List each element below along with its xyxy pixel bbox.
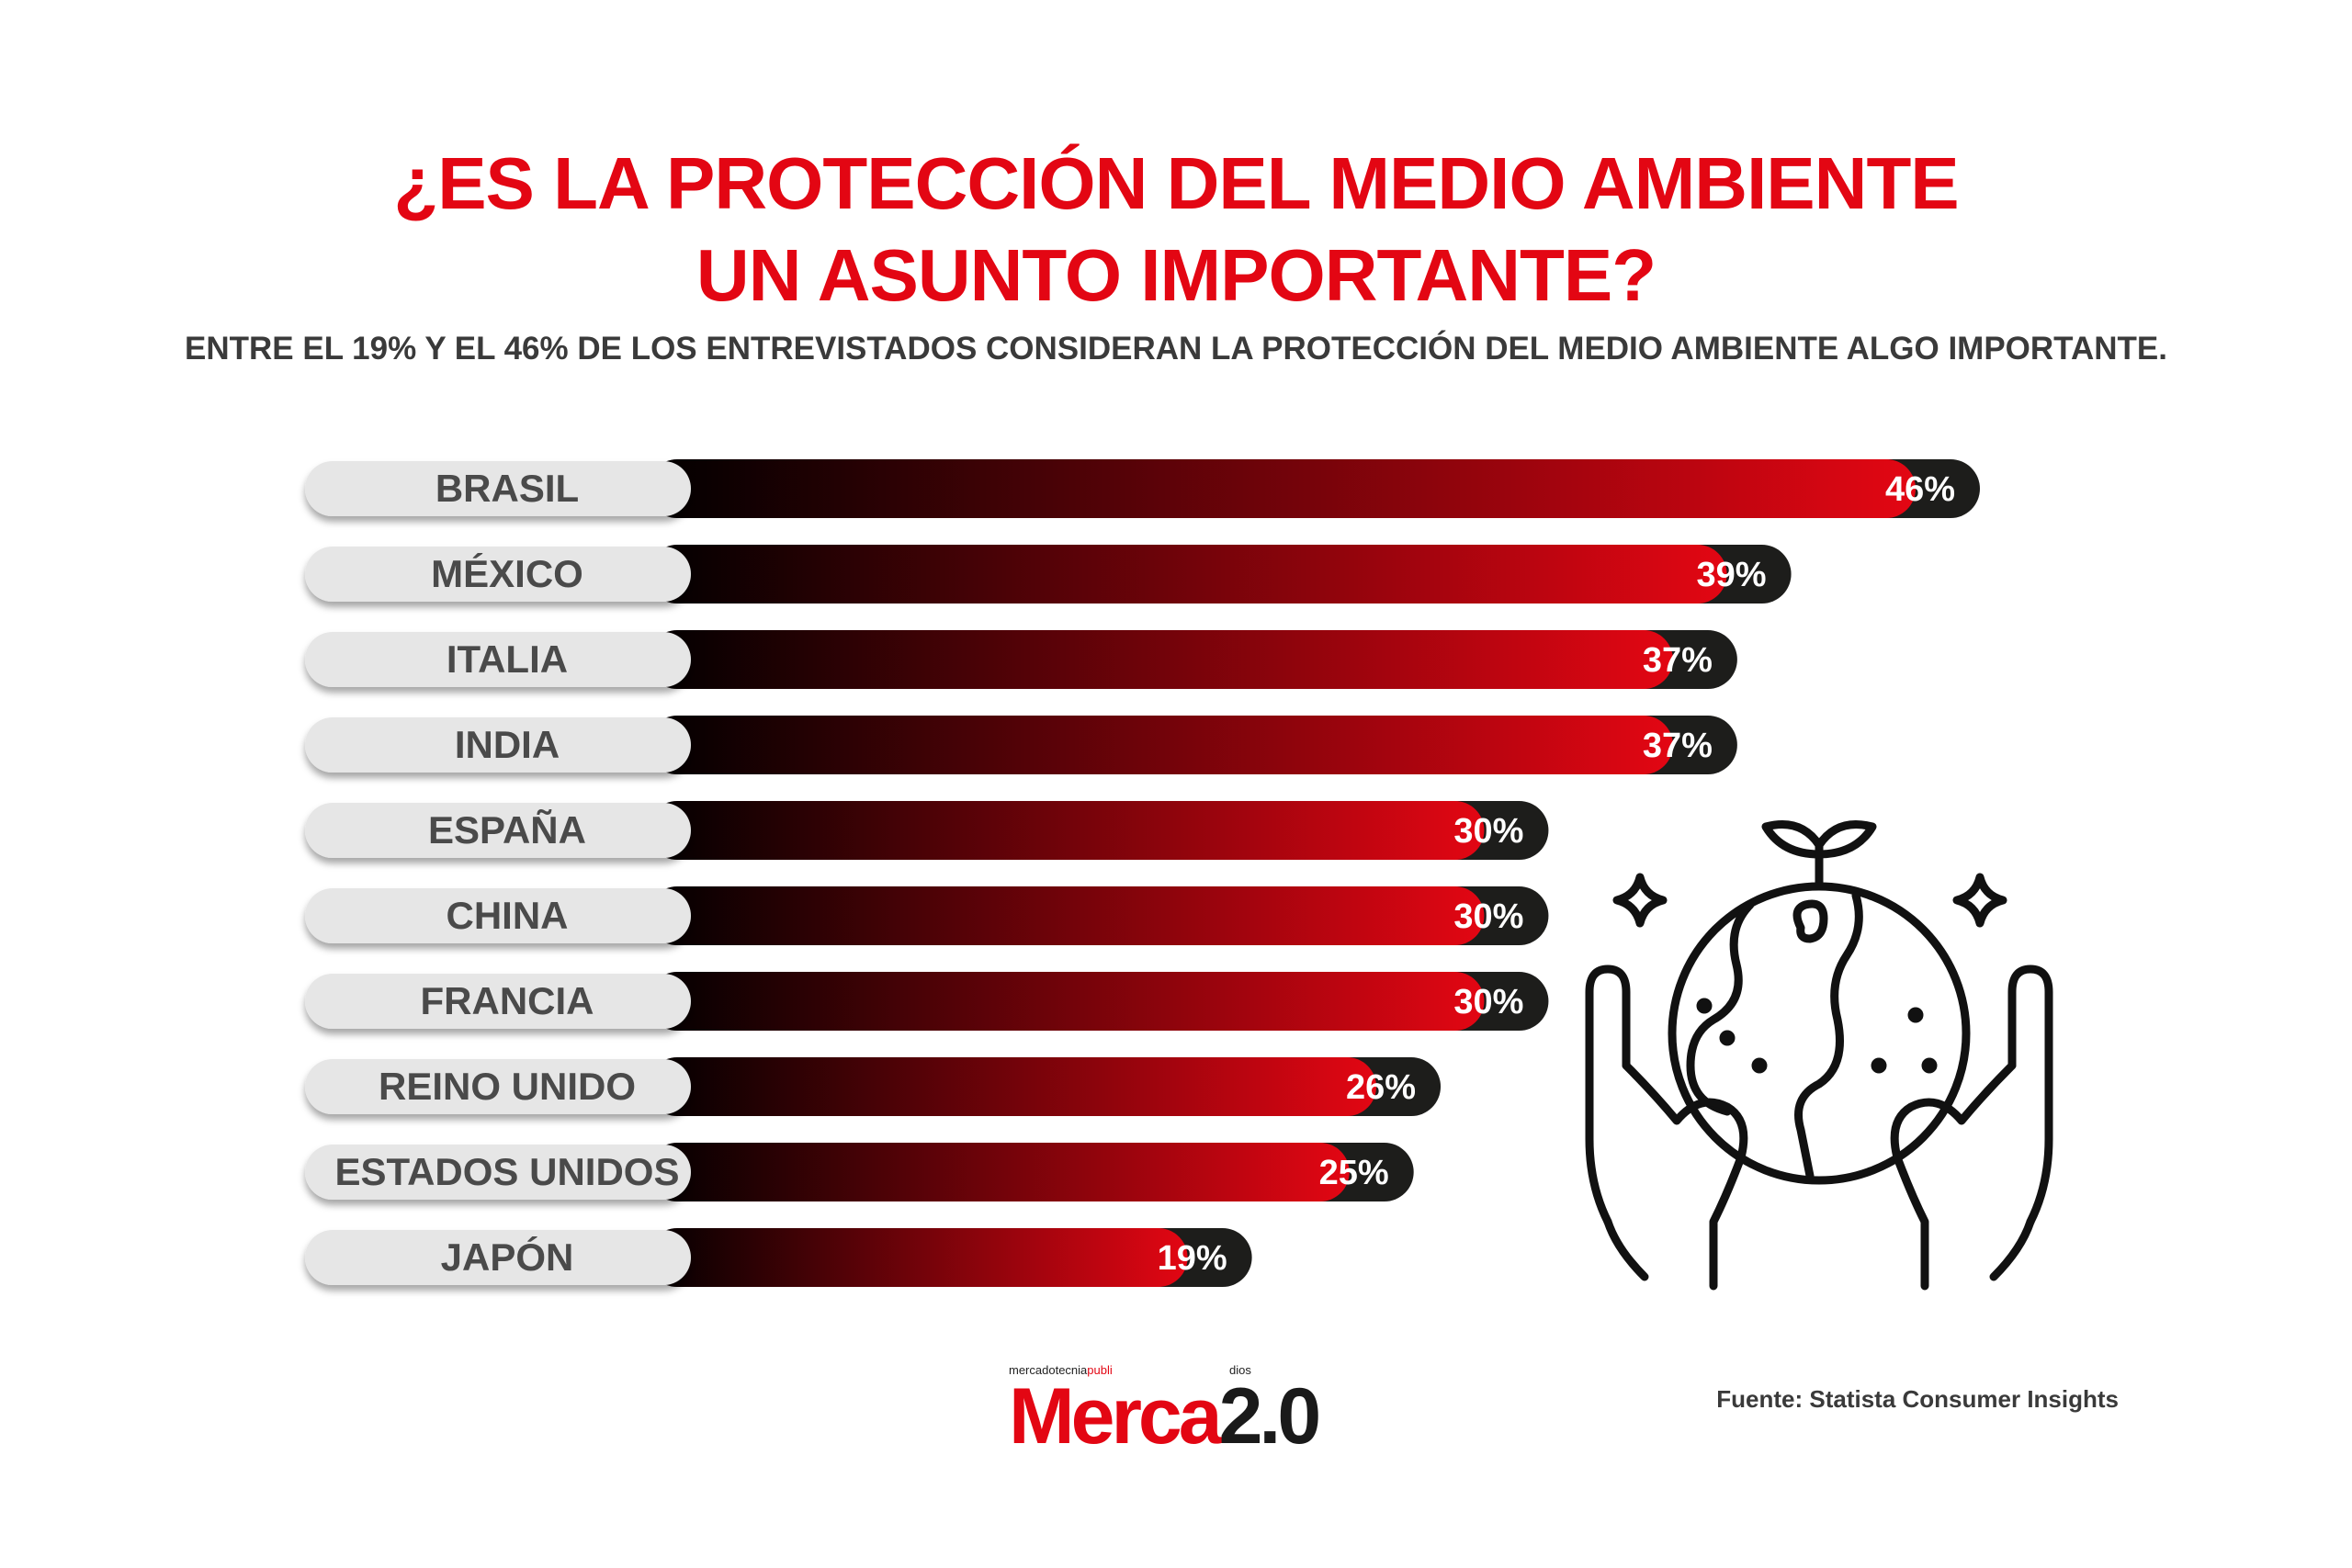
logo-tagline-part2: publi: [1087, 1363, 1113, 1377]
value-label: 39%: [1697, 556, 1767, 594]
bar: [648, 886, 1485, 945]
source-note: Fuente: Statista Consumer Insights: [1716, 1385, 2119, 1413]
category-label: MÉXICO: [431, 552, 583, 595]
category-label: CHINA: [447, 894, 569, 937]
category-label: ESTADOS UNIDOS: [335, 1150, 680, 1193]
bar: [648, 1143, 1350, 1201]
value-label: 19%: [1158, 1239, 1227, 1278]
bar-chart: BRASIL 46% MÉXICO 39% ITALIA 37% INDIA 37% ESPAÑ…: [305, 459, 1980, 1287]
bar-row: ESTADOS UNIDOS 25%: [305, 1143, 1414, 1201]
bar-row: ESPAÑA 30%: [305, 801, 1549, 860]
bar: [648, 716, 1673, 774]
category-pill: [305, 461, 691, 516]
category-pill: [305, 632, 691, 687]
category-label: JAPÓN: [441, 1235, 574, 1279]
title-line-2: UN ASUNTO IMPORTANTE?: [695, 234, 1657, 316]
value-label: 37%: [1643, 641, 1713, 680]
category-label: ITALIA: [447, 637, 568, 681]
value-label: 37%: [1643, 727, 1713, 765]
value-label: 26%: [1346, 1068, 1416, 1107]
bar: [648, 545, 1727, 604]
value-label: 30%: [1453, 897, 1523, 936]
category-label: INDIA: [455, 723, 560, 766]
chart-subtitle: ENTRE EL 19% Y EL 46% DE LOS ENTREVISTAD…: [185, 331, 2167, 367]
value-label: 25%: [1319, 1154, 1389, 1192]
logo-tagline-part1: mercadotecnia: [1009, 1363, 1088, 1377]
bar: [648, 630, 1673, 689]
value-label: 30%: [1453, 983, 1523, 1021]
bar-row: REINO UNIDO 26%: [305, 1057, 1442, 1116]
category-label: FRANCIA: [421, 979, 594, 1022]
bar: [648, 972, 1485, 1031]
category-pill: [305, 1145, 691, 1200]
bar-row: INDIA 37%: [305, 716, 1737, 774]
bar-row: FRANCIA 30%: [305, 972, 1549, 1031]
bar: [648, 1057, 1377, 1116]
logo-tagline: mercadotecniapubli dios: [1009, 1363, 1251, 1377]
value-label: 30%: [1453, 812, 1523, 851]
bar: [648, 1228, 1188, 1287]
category-pill: [305, 547, 691, 602]
category-label: BRASIL: [435, 467, 579, 510]
category-label: REINO UNIDO: [379, 1065, 636, 1108]
bar-row: CHINA 30%: [305, 886, 1549, 945]
category-pill: [305, 1059, 691, 1114]
bar-row: MÉXICO 39%: [305, 545, 1792, 604]
merca20-logo: mercadotecniapubli dios Merca2.0: [1009, 1363, 1358, 1464]
chart-title: ¿ES LA PROTECCIÓN DEL MEDIO AMBIENTE UN …: [0, 138, 2352, 321]
category-label: ESPAÑA: [428, 808, 586, 852]
logo-wordmark-merca: Merca: [1009, 1372, 1223, 1461]
category-pill: [305, 717, 691, 773]
bar-row: JAPÓN 19%: [305, 1228, 1252, 1287]
bar-row: BRASIL 46%: [305, 459, 1980, 518]
sparkle-right-icon: [1952, 873, 2007, 928]
category-pill: [305, 974, 691, 1029]
title-line-1: ¿ES LA PROTECCIÓN DEL MEDIO AMBIENTE: [393, 142, 1959, 224]
category-pill: [305, 1230, 691, 1285]
bar: [648, 801, 1485, 860]
sparkle-left-icon: [1612, 873, 1668, 928]
hands-holding-earth-icon: [1553, 790, 2086, 1304]
bar-row: ITALIA 37%: [305, 630, 1737, 689]
logo-wordmark: Merca2.0: [1009, 1371, 1322, 1462]
logo-wordmark-version: 2.0: [1218, 1372, 1322, 1461]
category-pill: [305, 803, 691, 858]
logo-tagline-part3: dios: [1229, 1363, 1251, 1377]
value-label: 46%: [1885, 470, 1955, 509]
bar: [648, 459, 1916, 518]
category-pill: [305, 888, 691, 943]
